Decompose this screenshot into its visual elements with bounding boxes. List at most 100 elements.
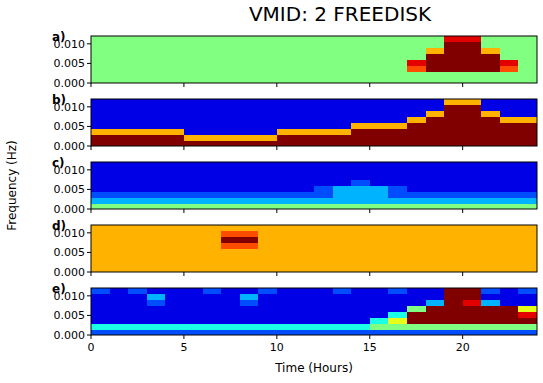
heatmap-cell — [407, 134, 426, 140]
heatmap-cell — [518, 306, 537, 312]
heatmap-cell — [184, 168, 203, 174]
heatmap-cell — [258, 288, 277, 294]
heatmap-cell — [407, 48, 426, 54]
heatmap-cell — [203, 288, 222, 294]
heatmap-cell — [91, 128, 110, 134]
heatmap-cell — [240, 36, 259, 42]
heatmap-cell — [500, 162, 519, 168]
heatmap-cell — [500, 180, 519, 186]
heatmap-cell — [463, 197, 482, 203]
heatmap-cell — [165, 48, 184, 54]
heatmap-cell — [128, 317, 147, 323]
heatmap-cell — [426, 243, 445, 249]
heatmap-cell — [128, 65, 147, 71]
heatmap-cell — [333, 65, 352, 71]
heatmap-cell — [128, 60, 147, 66]
heatmap-cell — [258, 42, 277, 48]
heatmap-cell — [463, 300, 482, 306]
heatmap-cell — [184, 237, 203, 243]
heatmap-cell — [333, 203, 352, 209]
heatmap-cell — [277, 186, 296, 192]
heatmap-cell — [110, 77, 129, 83]
heatmap-cell — [407, 260, 426, 266]
heatmap-cell — [147, 117, 166, 123]
heatmap-cell — [277, 231, 296, 237]
heatmap-cell — [333, 54, 352, 60]
heatmap-cell — [388, 123, 407, 129]
y-tick-label: 0.010 — [54, 101, 86, 114]
heatmap-cell — [165, 60, 184, 66]
heatmap-cell — [221, 260, 240, 266]
x-tick — [462, 146, 463, 150]
x-tick-label: 0 — [88, 341, 95, 354]
heatmap-cell — [351, 186, 370, 192]
heatmap-cell — [240, 186, 259, 192]
heatmap-cell — [277, 312, 296, 318]
heatmap-cell — [481, 42, 500, 48]
heatmap-cell — [518, 317, 537, 323]
heatmap-cell — [370, 266, 389, 272]
heatmap-cell — [110, 266, 129, 272]
heatmap-cell — [314, 134, 333, 140]
heatmap-cell — [463, 288, 482, 294]
heatmap-cell — [258, 260, 277, 266]
heatmap-cell — [314, 77, 333, 83]
heatmap-cell — [444, 180, 463, 186]
heatmap-cell — [351, 288, 370, 294]
heatmap-cell — [128, 54, 147, 60]
heatmap-cell — [481, 174, 500, 180]
heatmap-cell — [295, 134, 314, 140]
heatmap-cell — [91, 54, 110, 60]
heatmap-cell — [240, 243, 259, 249]
heatmap-cell — [165, 105, 184, 111]
heatmap-cell — [370, 117, 389, 123]
heatmap-cell — [277, 225, 296, 231]
heatmap-cell — [91, 323, 110, 329]
heatmap-cell — [165, 300, 184, 306]
heatmap-cell — [184, 134, 203, 140]
x-tick — [91, 83, 92, 87]
heatmap-cell — [444, 168, 463, 174]
heatmap-cell — [295, 300, 314, 306]
heatmap-cell — [128, 260, 147, 266]
heatmap-cell — [203, 65, 222, 71]
heatmap-cell — [184, 243, 203, 249]
heatmap-cell — [110, 42, 129, 48]
heatmap-cell — [444, 128, 463, 134]
heatmap-cell — [426, 168, 445, 174]
heatmap-cell — [407, 140, 426, 146]
heatmap-cell — [481, 260, 500, 266]
heatmap-cell — [314, 48, 333, 54]
x-tick — [462, 335, 463, 339]
heatmap-cell — [333, 300, 352, 306]
heatmap-cell — [221, 105, 240, 111]
heatmap-cell — [258, 60, 277, 66]
heatmap-cell — [91, 174, 110, 180]
heatmap-cell — [240, 231, 259, 237]
heatmap-cell — [370, 317, 389, 323]
heatmap-cell — [518, 42, 537, 48]
heatmap-cell — [351, 180, 370, 186]
heatmap-cell — [165, 249, 184, 255]
heatmap-cell — [184, 180, 203, 186]
heatmap-cell — [203, 162, 222, 168]
y-tick — [87, 232, 91, 233]
heatmap-cell — [147, 254, 166, 260]
heatmap-cell — [91, 312, 110, 318]
heatmap-cell — [370, 162, 389, 168]
heatmap-cell — [184, 329, 203, 335]
heatmap-cell — [277, 323, 296, 329]
heatmap-cell — [500, 123, 519, 129]
heatmap-cell — [500, 60, 519, 66]
heatmap-cell — [314, 306, 333, 312]
heatmap-cell — [351, 266, 370, 272]
heatmap-cell — [444, 243, 463, 249]
y-tick-label: 0.005 — [54, 246, 86, 259]
heatmap-cell — [184, 266, 203, 272]
heatmap-cell — [258, 128, 277, 134]
heatmap-cell — [407, 54, 426, 60]
heatmap-cell — [518, 266, 537, 272]
heatmap-cell — [110, 168, 129, 174]
heatmap-cell — [407, 266, 426, 272]
heatmap-cell — [463, 329, 482, 335]
